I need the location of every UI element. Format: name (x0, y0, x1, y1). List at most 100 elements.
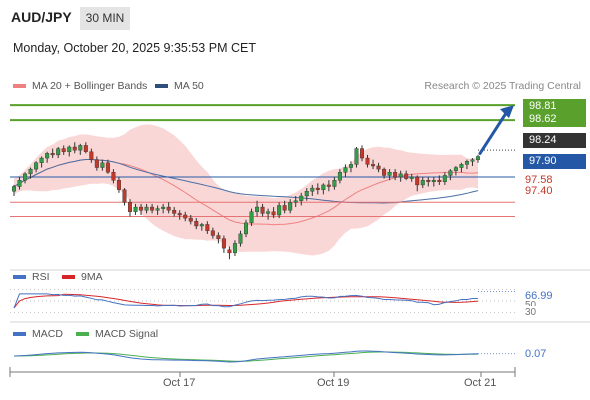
ma50-swatch (155, 84, 168, 89)
candle-body (387, 172, 392, 176)
rsi-level-50: 50 (525, 299, 536, 313)
level-lines (10, 104, 515, 218)
candle-body (78, 145, 83, 151)
candle-body (72, 146, 77, 151)
level-97-40: 97.40 (525, 185, 553, 197)
candle-body (155, 208, 160, 211)
macd-panel (10, 321, 590, 363)
candle-body (210, 230, 215, 236)
rsi-ma-legend-label: 9MA (81, 271, 103, 283)
symbol-title: AUD/JPY (11, 9, 72, 25)
candle-body (321, 184, 326, 190)
candle-body (183, 214, 188, 219)
candle-body (89, 151, 94, 160)
candle-body (67, 146, 72, 152)
candle-body (453, 167, 458, 171)
candle-body (337, 172, 342, 181)
level-98-62: 98.62 (529, 113, 557, 125)
attribution: Research © 2025 Trading Central (424, 80, 581, 92)
candle-body (271, 211, 276, 216)
x-tick-oct-19: Oct 19 (317, 377, 350, 389)
legend-ma20: MA 20 + Bollinger Bands (13, 80, 147, 92)
legend-rsi-ma: 9MA (62, 271, 103, 283)
legend-ma50: MA 50 (155, 80, 204, 92)
candle-body (310, 187, 315, 192)
candle-body (348, 164, 353, 168)
candle-body (393, 172, 398, 178)
candle-body (365, 157, 370, 165)
candle-body (277, 205, 282, 216)
candle-body (255, 206, 260, 212)
legend-rsi: RSI (13, 271, 50, 283)
rsi-value-label: 66.99 (525, 289, 553, 303)
rsi-panel (10, 269, 590, 313)
x-tick-oct-17: Oct 17 (163, 377, 196, 389)
candle-body (442, 175, 447, 182)
candle-body (326, 184, 331, 187)
candle-body (216, 235, 221, 239)
candle-body (260, 206, 265, 214)
candle-body (188, 217, 193, 222)
candle-body (227, 249, 232, 254)
candle-body (199, 224, 204, 227)
candle-body (315, 187, 320, 190)
level-97-58: 97.58 (525, 174, 553, 186)
forecast-arrow-head (500, 105, 514, 119)
candle-body (470, 159, 475, 162)
candle-body (50, 153, 55, 156)
macd-signal-legend-label: MACD Signal (95, 328, 159, 340)
candle-body (448, 170, 453, 176)
candle-body (61, 148, 66, 152)
candle-body (150, 206, 155, 211)
candle-body (382, 168, 387, 176)
ma50-legend-label: MA 50 (174, 80, 204, 92)
candle-body (288, 202, 293, 211)
macd-swatch (13, 332, 26, 337)
candle-body (354, 148, 359, 165)
ma20-swatch (13, 84, 26, 89)
legend-macd-signal: MACD Signal (76, 328, 158, 340)
candle-body (56, 148, 61, 156)
candle-body (39, 157, 44, 163)
macd-legend-label: MACD (32, 328, 63, 340)
candle-body (161, 206, 166, 209)
level-98-81: 98.81 (529, 100, 557, 112)
x-tick-oct-21: Oct 21 (464, 377, 497, 389)
candle-body (238, 233, 243, 244)
resistance-tag: 98.81 98.62 (523, 99, 586, 127)
candle-body (172, 210, 177, 214)
candle-body (177, 213, 182, 216)
forecast-arrow-shaft (478, 108, 510, 155)
legend-macd: MACD (13, 328, 63, 340)
candle-body (360, 148, 365, 159)
timeframe-button[interactable]: 30 MIN (80, 7, 130, 30)
candle-body (464, 161, 469, 165)
candle-body (249, 211, 254, 224)
candle-body (293, 200, 298, 203)
candle-body (17, 179, 22, 187)
candle-body (122, 189, 127, 203)
candle-body (404, 173, 409, 179)
candle-body (23, 173, 28, 181)
candle-body (116, 179, 121, 190)
rsi-line (13, 293, 478, 309)
macd-value-label: 0.07 (525, 348, 547, 360)
datetime-label: Monday, October 20, 2025 9:35:53 PM CET (13, 41, 256, 55)
candle-body (133, 206, 138, 212)
candle-body (426, 179, 431, 182)
forecast-arrow (478, 105, 514, 155)
candle-body (205, 224, 210, 231)
candle-body (105, 162, 110, 173)
macd-line (13, 350, 479, 363)
candle-body (476, 156, 481, 160)
candle-body (144, 206, 149, 211)
macd-signal-swatch (76, 332, 89, 337)
rsi-level-30: 30 (525, 306, 537, 320)
candle-body (299, 195, 304, 201)
candle-body (376, 165, 381, 170)
candle-body (431, 179, 436, 182)
ma20-legend-label: MA 20 + Bollinger Bands (32, 80, 148, 92)
candle-body (266, 211, 271, 214)
candle-body (437, 179, 442, 182)
